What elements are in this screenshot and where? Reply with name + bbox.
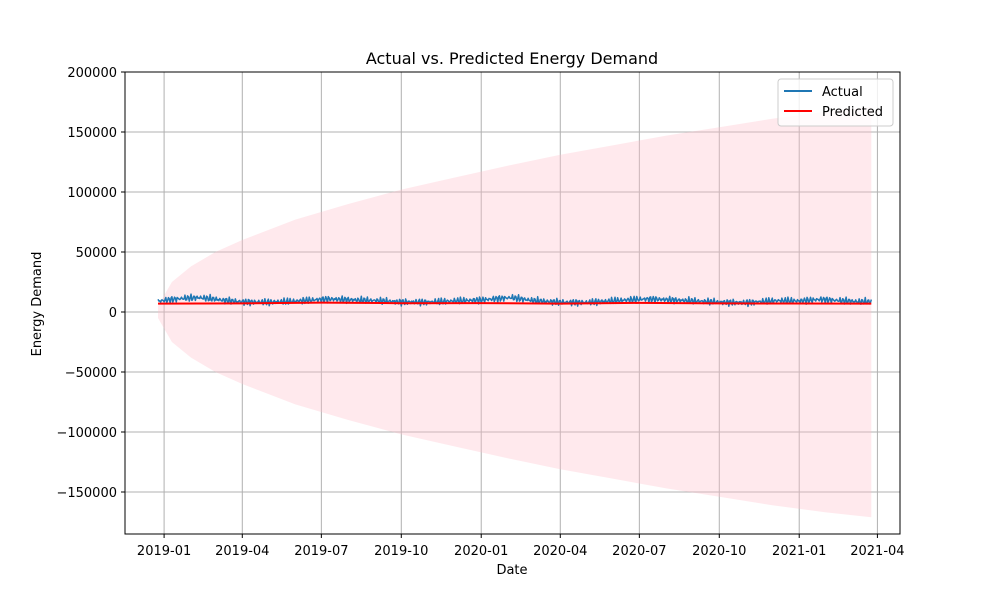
y-tick-label: 150000	[67, 126, 117, 141]
legend: Actual Predicted	[777, 78, 894, 127]
x-tick-label: 2020-10	[692, 544, 746, 559]
y-tick-label: 50000	[76, 246, 117, 261]
x-tick-label: 2020-04	[533, 544, 587, 559]
y-tick-label: −50000	[65, 366, 117, 381]
prediction-interval-band	[158, 106, 872, 518]
series-lines	[157, 293, 873, 308]
x-tick-label: 2019-01	[137, 544, 191, 559]
y-tick-label: 0	[109, 306, 117, 321]
x-tick-label: 2019-04	[215, 544, 269, 559]
y-tick-label: 100000	[67, 186, 117, 201]
y-axis-ticks: 200000 150000 100000 50000 0 −50000 −100000 −15…	[56, 66, 125, 501]
y-tick-label: −100000	[56, 426, 117, 441]
x-axis-ticks: 2019-01 2019-04 2019-07 2019-10 2020-01 2020-…	[137, 534, 905, 559]
y-tick-label: −150000	[56, 486, 117, 501]
x-tick-label: 2021-01	[772, 544, 826, 559]
plot-area-frame	[124, 71, 901, 535]
x-tick-label: 2020-01	[454, 544, 508, 559]
x-tick-label: 2019-10	[374, 544, 428, 559]
y-axis-label: Energy Demand	[30, 252, 45, 357]
y-tick-label: 200000	[67, 66, 117, 81]
x-axis-label: Date	[496, 563, 527, 578]
x-tick-label: 2021-04	[850, 544, 904, 559]
legend-label-actual: Actual	[822, 85, 863, 100]
prediction-interval-area	[158, 106, 872, 518]
x-tick-label: 2020-07	[612, 544, 666, 559]
legend-label-predicted: Predicted	[822, 105, 883, 120]
x-tick-label: 2019-07	[294, 544, 348, 559]
chart-title: Actual vs. Predicted Energy Demand	[366, 49, 658, 68]
predicted-series-line	[157, 301, 872, 305]
